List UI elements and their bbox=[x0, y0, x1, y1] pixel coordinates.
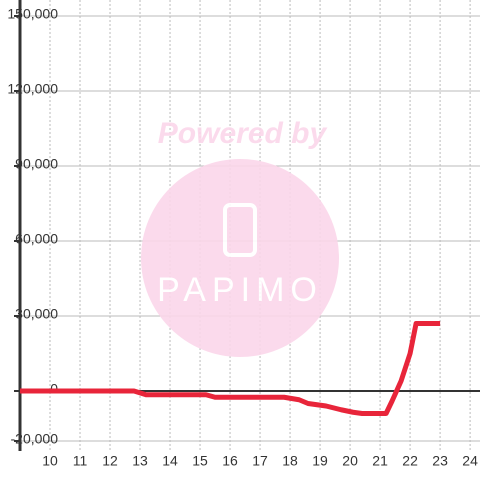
x-tick-label: 15 bbox=[192, 453, 208, 469]
x-tick-label: 13 bbox=[132, 453, 148, 469]
x-tick-label: 23 bbox=[432, 453, 448, 469]
x-tick-label: 10 bbox=[42, 453, 58, 469]
y-tick-label: 120,000 bbox=[7, 81, 58, 97]
y-tick-label: 60,000 bbox=[15, 231, 58, 247]
x-tick-label: 19 bbox=[312, 453, 328, 469]
watermark-icon bbox=[223, 203, 257, 257]
x-tick-label: 17 bbox=[252, 453, 268, 469]
x-tick-label: 16 bbox=[222, 453, 238, 469]
data-line bbox=[20, 321, 441, 416]
x-tick-label: 21 bbox=[372, 453, 388, 469]
y-tick-label: 150,000 bbox=[7, 6, 58, 22]
watermark: Powered by PAPIMO bbox=[141, 117, 339, 357]
y-tick-label: 30,000 bbox=[15, 306, 58, 322]
x-tick-label: 18 bbox=[282, 453, 298, 469]
x-tick-label: 22 bbox=[402, 453, 418, 469]
x-tick-label: 14 bbox=[162, 453, 178, 469]
watermark-logo: PAPIMO bbox=[157, 271, 323, 309]
y-tick-label: -20,000 bbox=[11, 431, 59, 447]
y-tick-label: 90,000 bbox=[15, 156, 58, 172]
watermark-circle bbox=[141, 159, 339, 357]
x-tick-label: 20 bbox=[342, 453, 358, 469]
x-tick-label: 24 bbox=[462, 453, 478, 469]
watermark-text: Powered by bbox=[158, 117, 328, 150]
x-tick-label: 12 bbox=[102, 453, 118, 469]
x-tick-label: 11 bbox=[73, 453, 88, 469]
